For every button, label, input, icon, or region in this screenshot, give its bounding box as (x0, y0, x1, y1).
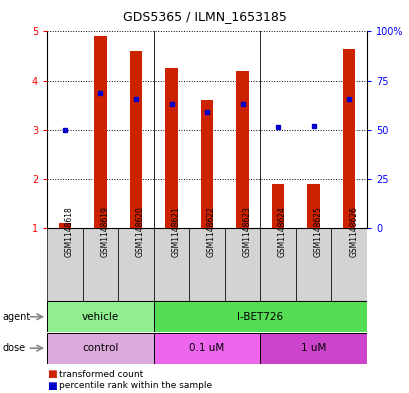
Bar (47, 228, 83, 301)
Text: GSM1148625: GSM1148625 (313, 206, 322, 257)
Bar (47, 301, 153, 332)
Text: vehicle: vehicle (82, 312, 119, 322)
Text: ■: ■ (47, 381, 57, 391)
Bar (260, 333, 366, 364)
Text: 1 uM: 1 uM (300, 343, 326, 353)
Text: GSM1148620: GSM1148620 (136, 206, 145, 257)
Bar (153, 333, 260, 364)
Bar (94, 37, 106, 228)
Bar (153, 301, 366, 332)
Bar (200, 100, 213, 228)
Text: GDS5365 / ILMN_1653185: GDS5365 / ILMN_1653185 (123, 10, 286, 23)
Bar (224, 228, 260, 301)
Text: dose: dose (2, 343, 25, 353)
Bar (189, 228, 224, 301)
Text: GSM1148624: GSM1148624 (277, 206, 286, 257)
Text: GSM1148626: GSM1148626 (348, 206, 357, 257)
Bar (129, 51, 142, 228)
Bar (47, 333, 153, 364)
Bar (118, 228, 153, 301)
Bar (236, 71, 248, 228)
Bar (153, 228, 189, 301)
Text: GSM1148619: GSM1148619 (100, 206, 109, 257)
Bar (260, 228, 295, 301)
Text: GSM1148623: GSM1148623 (242, 206, 251, 257)
Text: GSM1148622: GSM1148622 (207, 206, 216, 257)
Text: transformed count: transformed count (59, 370, 143, 378)
Text: percentile rank within the sample: percentile rank within the sample (59, 382, 212, 390)
Bar (307, 184, 319, 228)
Text: GSM1148618: GSM1148618 (65, 206, 74, 257)
Bar (58, 223, 71, 228)
Bar (271, 184, 284, 228)
Text: control: control (82, 343, 118, 353)
Bar (83, 228, 118, 301)
Text: GSM1148621: GSM1148621 (171, 206, 180, 257)
Bar (295, 228, 330, 301)
Text: agent: agent (2, 312, 30, 322)
Text: ■: ■ (47, 369, 57, 379)
Text: 0.1 uM: 0.1 uM (189, 343, 224, 353)
Bar (342, 49, 355, 228)
Text: I-BET726: I-BET726 (237, 312, 283, 322)
Bar (330, 228, 366, 301)
Bar (165, 68, 178, 228)
